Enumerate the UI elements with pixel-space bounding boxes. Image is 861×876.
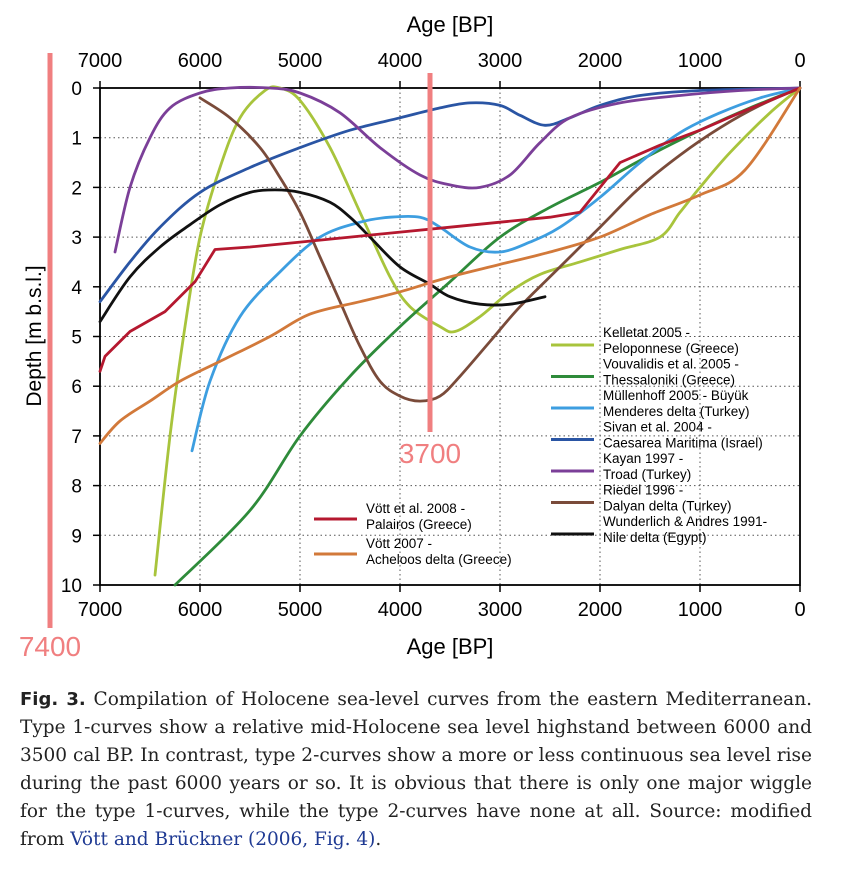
legend-label: Dalyan delta (Turkey) — [603, 499, 732, 514]
x-tick-label-top: 5000 — [278, 50, 323, 72]
legend-label: Caesarea Maritima (Israel) — [603, 436, 763, 451]
marker-3700-label: 3700 — [399, 438, 461, 469]
legend-label: Sivan et al. 2004 - — [603, 420, 712, 435]
series-line-7 — [98, 86, 802, 373]
legend-label: Kayan 1997 - — [603, 451, 683, 466]
series-line-6 — [98, 188, 547, 323]
sea-level-chart: 7000700060006000500050004000400030003000… — [19, 12, 806, 662]
legend-label: Riedel 1996 - — [603, 483, 683, 498]
y-tick-label: 9 — [71, 526, 82, 547]
marker-7400-label: 7400 — [19, 631, 81, 662]
x-tick-label-top: 1000 — [678, 50, 723, 72]
legend-label: Vött et al. 2008 - — [366, 501, 465, 516]
x-tick-label-bottom: 7000 — [78, 599, 123, 621]
x-tick-label-top: 4000 — [378, 50, 423, 72]
series-line-2 — [190, 86, 802, 453]
x-tick-label-top: 7000 — [78, 50, 123, 72]
x-tick-label-bottom: 3000 — [478, 599, 523, 621]
x-axis-label-top: Age [BP] — [407, 12, 494, 37]
x-tick-label-top: 2000 — [578, 50, 623, 72]
legend-label: Acheloos delta (Greece) — [366, 552, 512, 567]
legend-label: Menderes delta (Turkey) — [603, 404, 750, 419]
y-tick-label: 6 — [71, 377, 82, 398]
x-tick-label-bottom: 2000 — [578, 599, 623, 621]
legend-label: Vouvalidis et al. 2005 - — [603, 357, 739, 372]
legend-label: Palairos (Greece) — [366, 517, 472, 532]
legend-label: Peloponnese (Greece) — [603, 341, 739, 356]
legend-label: Troad (Turkey) — [603, 467, 691, 482]
annotations: 3700 7400 — [19, 53, 461, 662]
x-tick-label-top: 0 — [794, 50, 805, 72]
y-tick-label: 8 — [71, 477, 82, 498]
y-tick-label: 1 — [71, 129, 82, 150]
x-tick-label-bottom: 4000 — [378, 599, 423, 621]
axis-ticks: 7000700060006000500050004000400030003000… — [61, 50, 806, 621]
y-tick-label: 3 — [71, 228, 82, 249]
chart-grid — [100, 88, 800, 585]
y-tick-label: 4 — [71, 278, 82, 299]
caption-source-link[interactable]: Vött and Brückner (2006, Fig. 4) — [70, 829, 376, 850]
x-tick-label-top: 3000 — [478, 50, 523, 72]
legend-label: Kelletat 2005 - — [603, 325, 690, 340]
legend-label: Nile delta (Egypt) — [603, 530, 707, 545]
y-axis-label: Depth [m b.s.l.] — [23, 265, 46, 406]
y-tick-label: 5 — [71, 328, 82, 349]
x-tick-label-bottom: 5000 — [278, 599, 323, 621]
x-tick-label-top: 6000 — [178, 50, 223, 72]
series-lines — [98, 85, 802, 587]
x-axis-label-bottom: Age [BP] — [407, 634, 494, 659]
legend-label: Müllenhoff 2005 - Büyük — [603, 388, 749, 403]
series-line-8 — [98, 86, 802, 445]
legend: Kelletat 2005 -Peloponnese (Greece)Vouva… — [314, 325, 767, 567]
caption-label: Fig. 3. — [20, 689, 86, 710]
y-tick-label: 7 — [71, 427, 82, 448]
x-tick-label-bottom: 6000 — [178, 599, 223, 621]
y-tick-label: 10 — [61, 576, 82, 597]
legend-label: Vött 2007 - — [366, 536, 432, 551]
caption-end: . — [375, 829, 382, 850]
series-line-0 — [153, 85, 802, 577]
legend-label: Thessaloniki (Greece) — [603, 373, 735, 388]
x-tick-label-bottom: 0 — [794, 599, 805, 621]
series-line-4 — [113, 86, 802, 254]
caption-text: Compilation of Holocene sea-level curves… — [20, 689, 812, 850]
y-tick-label: 2 — [71, 178, 82, 199]
series-line-3 — [98, 86, 802, 304]
y-tick-label: 0 — [71, 79, 82, 100]
figure-caption: Fig. 3. Compilation of Holocene sea-leve… — [20, 686, 812, 854]
legend-label: Wunderlich & Andres 1991- — [603, 514, 767, 529]
x-tick-label-bottom: 1000 — [678, 599, 723, 621]
